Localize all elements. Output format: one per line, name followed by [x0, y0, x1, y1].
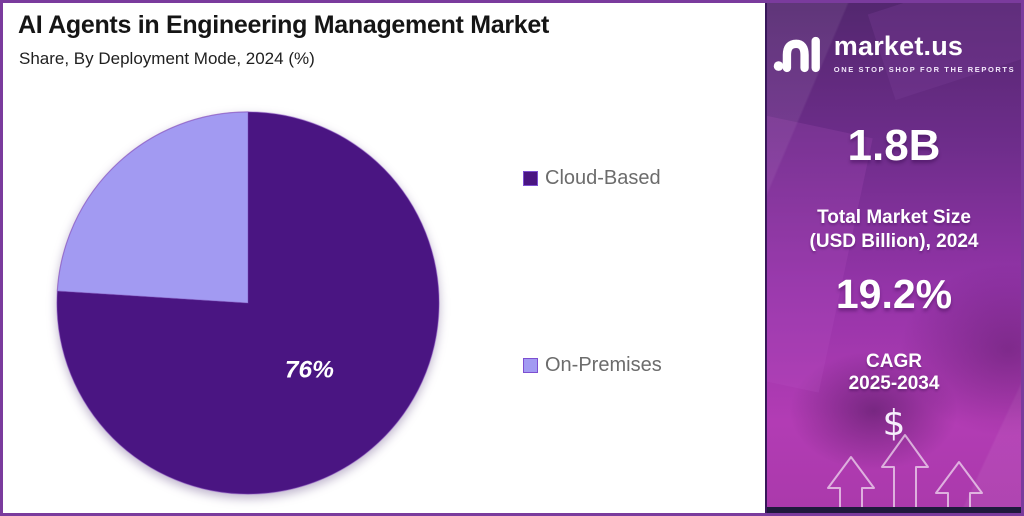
chart-subtitle: Share, By Deployment Mode, 2024 (%): [19, 49, 315, 68]
pie-slice-on-premises[interactable]: [56, 111, 249, 304]
dollar-icon: $: [882, 403, 906, 444]
cagr-value: 19.2%: [835, 271, 953, 317]
legend-item-cloud-based[interactable]: Cloud-Based: [523, 167, 661, 190]
pie-label-cloud-based: 76%: [285, 356, 334, 383]
cagr-label-line2: 2025-2034: [848, 372, 940, 394]
sidebar: market.us ONE STOP SHOP FOR THE REPORTS …: [765, 3, 1021, 513]
marketus-logo-icon: [773, 35, 825, 73]
market-size-label: Total Market Size (USD Billion), 2024: [767, 206, 1021, 254]
market-size-value: 1.8B: [847, 121, 941, 170]
legend-swatch-cloud-based: [523, 171, 538, 186]
pie-rim: [56, 111, 440, 495]
pie-slice-cloud-based[interactable]: [56, 111, 440, 495]
legend-label-on-premises: On-Premises: [545, 354, 662, 376]
legend-swatch-on-premises: [523, 358, 538, 373]
market-size-label-line2: (USD Billion), 2024: [809, 230, 979, 252]
cagr-label-line1: CAGR: [866, 351, 922, 372]
brand-tagline: ONE STOP SHOP FOR THE REPORTS: [833, 65, 1016, 74]
brand-name: market.us: [833, 31, 964, 61]
pie-chart: 76%: [52, 107, 444, 499]
chart-panel: AI Agents in Engineering Management Mark…: [3, 3, 762, 513]
chart-title: AI Agents in Engineering Management Mark…: [18, 11, 550, 39]
cagr-label: CAGR 2025-2034: [767, 351, 1021, 395]
legend-label-cloud-based: Cloud-Based: [545, 167, 661, 189]
brand-logo[interactable]: market.us ONE STOP SHOP FOR THE REPORTS: [767, 33, 1021, 74]
sidebar-bottom-strip: [767, 507, 1021, 513]
market-size-label-line1: Total Market Size: [817, 207, 971, 228]
legend-item-on-premises[interactable]: On-Premises: [523, 354, 662, 377]
growth-arrows-icon: [827, 434, 983, 513]
pie-chart-svg: 76%: [56, 111, 440, 495]
